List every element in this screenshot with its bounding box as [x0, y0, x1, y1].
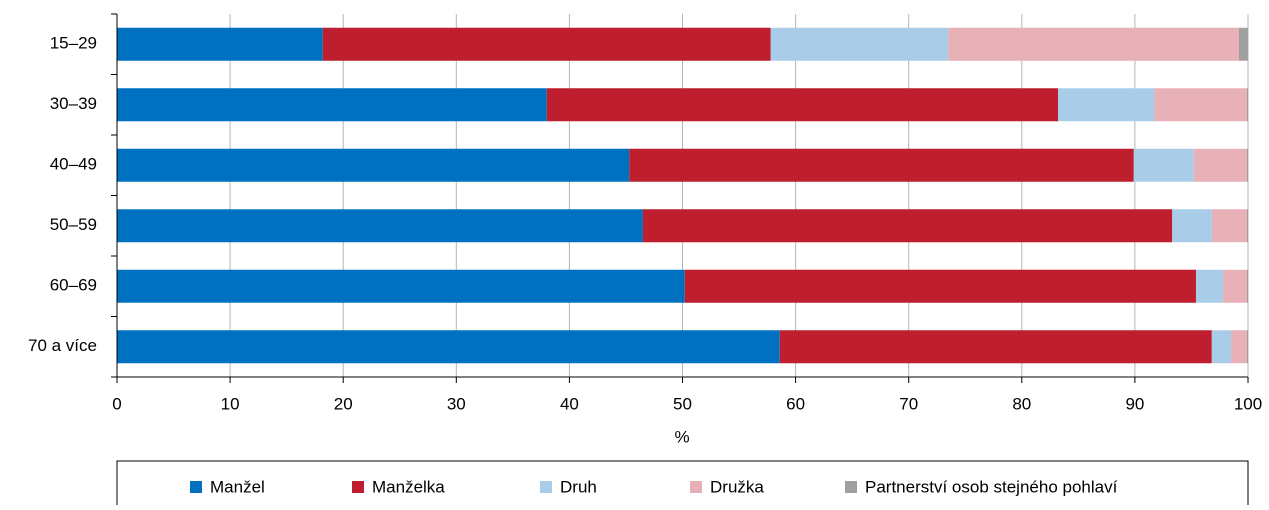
x-tick-label: 0: [112, 394, 121, 413]
bar-segment: [1246, 209, 1248, 243]
legend-box: [116, 460, 1249, 510]
x-tick-label: 10: [221, 394, 240, 413]
legend-swatch: [352, 481, 364, 493]
bar-segment: [117, 27, 323, 61]
legend-swatch: [845, 481, 857, 493]
bar-segment: [1195, 269, 1224, 303]
legend-label: Manželka: [372, 477, 445, 496]
x-tick-label: 50: [673, 394, 692, 413]
bar-segment: [1211, 209, 1247, 243]
legend-swatch: [540, 481, 552, 493]
bar-segment: [1133, 148, 1194, 182]
legend-swatch: [190, 481, 202, 493]
bar-segment: [1172, 209, 1212, 243]
x-tick-label: 60: [786, 394, 805, 413]
x-tick-label: 20: [334, 394, 353, 413]
legend-label: Manžel: [210, 477, 265, 496]
bar-segment: [1154, 88, 1247, 122]
bar-segment: [1238, 27, 1248, 61]
bar-segment: [1246, 148, 1248, 182]
bar-segment: [779, 330, 1212, 364]
legend-swatch: [690, 481, 702, 493]
x-tick-label: 80: [1012, 394, 1031, 413]
bar-segment: [1246, 330, 1248, 364]
x-tick-label: 90: [1125, 394, 1144, 413]
y-tick-label: 30–39: [50, 94, 97, 113]
y-tick-label: 50–59: [50, 215, 97, 234]
bar-segment: [117, 330, 780, 364]
x-tick-label: 30: [447, 394, 466, 413]
bar-segment: [1193, 148, 1247, 182]
y-tick-label: 40–49: [50, 155, 97, 174]
bar-segment: [770, 27, 949, 61]
x-tick-label: 100: [1234, 394, 1262, 413]
legend-label: Druh: [560, 477, 597, 496]
x-tick-label: 70: [899, 394, 918, 413]
y-tick-label: 15–29: [50, 34, 97, 53]
x-tick-label: 40: [560, 394, 579, 413]
bar-segment: [1246, 269, 1248, 303]
bar-segment: [1223, 269, 1247, 303]
bar-segment: [546, 88, 1058, 122]
bar-segment: [1057, 88, 1155, 122]
bar-segment: [117, 148, 630, 182]
bar-segment: [948, 27, 1239, 61]
bar-segment: [1211, 330, 1232, 364]
y-tick-label: 70 a více: [28, 336, 97, 355]
bar-segment: [1246, 88, 1248, 122]
legend-label: Družka: [710, 477, 764, 496]
legend-label: Partnerství osob stejného pohlaví: [865, 477, 1118, 496]
bar-segment: [1231, 330, 1247, 364]
bar-segment: [684, 269, 1196, 303]
bar-segment: [117, 88, 547, 122]
bar-segment: [642, 209, 1173, 243]
bar-segment: [117, 209, 643, 243]
bar-segment: [117, 269, 685, 303]
bar-segment: [322, 27, 771, 61]
bar-segment: [629, 148, 1134, 182]
x-axis-title: %: [674, 427, 689, 446]
y-tick-label: 60–69: [50, 276, 97, 295]
